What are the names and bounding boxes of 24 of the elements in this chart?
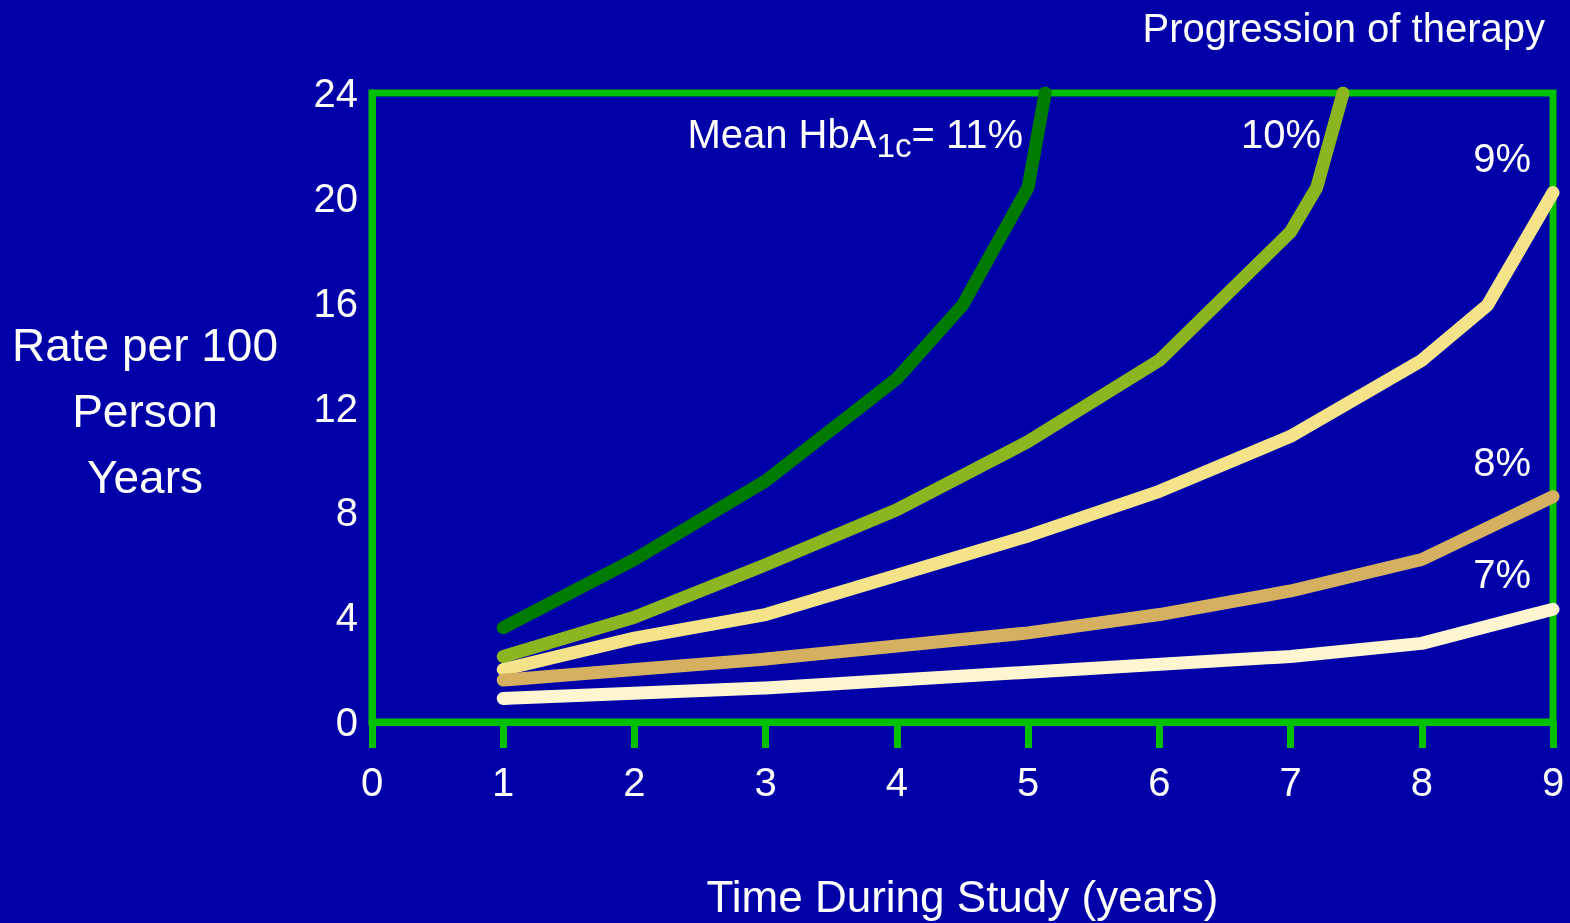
x-tick-label: 5 <box>1016 760 1040 804</box>
x-tick-label: 9 <box>1541 760 1565 804</box>
y-tick-label: 12 <box>313 385 358 430</box>
x-tick-label: 2 <box>623 760 646 804</box>
x-tick-label: 3 <box>754 760 777 804</box>
series-label: Mean HbA$_{1c}$= 11% <box>687 111 1024 166</box>
x-axis-title: Time During Study (years) <box>706 871 1219 921</box>
y-tick-label: 24 <box>313 71 358 115</box>
y-axis-title: Rate per 100 Person Years <box>11 318 279 505</box>
x-tick-label: 1 <box>492 760 515 804</box>
x-tick-label: 7 <box>1279 760 1302 804</box>
y-tick-label: 16 <box>313 280 358 325</box>
y-tick-label: 4 <box>335 595 358 640</box>
y-tick-label: 8 <box>335 490 358 535</box>
x-tick-label: 6 <box>1148 760 1171 804</box>
y-tick-label: 20 <box>313 175 358 220</box>
series-label: 9% <box>1473 134 1531 181</box>
series-label: 8% <box>1473 438 1531 485</box>
x-tick-label: 4 <box>885 760 909 804</box>
x-tick-label: 8 <box>1410 760 1433 804</box>
series-label: 7% <box>1473 551 1531 598</box>
text: Progression of therapy <box>1142 6 1546 50</box>
y-tick-label: 0 <box>335 700 358 744</box>
series-label: 10% <box>1240 111 1322 157</box>
